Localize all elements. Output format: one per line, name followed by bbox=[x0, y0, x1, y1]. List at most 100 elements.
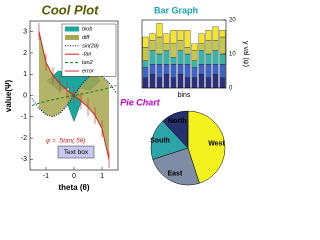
y-tick-label: 10 bbox=[229, 52, 236, 58]
chart-title: Bar Graph bbox=[154, 5, 198, 15]
text-box bbox=[57, 145, 95, 159]
bar-segment bbox=[205, 30, 212, 41]
diff-area bbox=[38, 31, 110, 160]
bar-segment bbox=[198, 43, 205, 51]
bar-segment bbox=[191, 50, 198, 61]
y-tick-label: 0 bbox=[23, 92, 27, 99]
bar-segment bbox=[177, 64, 184, 75]
y-axis-label: value(Ψ) bbox=[4, 80, 13, 113]
bar-segment bbox=[156, 23, 163, 38]
axes-box bbox=[141, 19, 227, 89]
bar-segment bbox=[212, 74, 219, 89]
series-line bbox=[31, 85, 117, 106]
bar-segment bbox=[184, 47, 191, 55]
annotation: Text box bbox=[64, 149, 89, 156]
x-tick-label: -1 bbox=[43, 173, 49, 180]
bar-segment bbox=[212, 50, 219, 65]
plot-area bbox=[142, 20, 226, 88]
bar-segment bbox=[156, 53, 163, 65]
bar-segment bbox=[149, 50, 156, 65]
legend-label: sin(2θ) bbox=[82, 43, 99, 49]
y-tick-label: 1 bbox=[23, 71, 27, 78]
legend-swatch bbox=[65, 26, 79, 32]
pie-slice bbox=[162, 110, 189, 149]
y-tick-label: -3 bbox=[21, 156, 27, 163]
bar-segment bbox=[198, 33, 205, 44]
x-tick-label: 0 bbox=[72, 173, 76, 180]
legend-swatch bbox=[65, 34, 79, 40]
bar-segment bbox=[142, 77, 149, 89]
bar-segment bbox=[142, 47, 149, 61]
bar-segment bbox=[163, 64, 170, 75]
figure: Cool Plot theta (θ) value(Ψ) Bar Graph b… bbox=[4, 2, 250, 193]
bar-segment bbox=[184, 30, 191, 48]
pie-slice bbox=[150, 120, 189, 160]
bar-segment bbox=[170, 77, 177, 89]
bar-segment bbox=[184, 53, 191, 65]
bar-segment bbox=[191, 60, 198, 68]
bar-segment bbox=[170, 30, 177, 44]
bar-segment bbox=[163, 50, 170, 65]
bar-segment bbox=[156, 64, 163, 78]
bar-segment bbox=[191, 77, 198, 89]
bar-segment bbox=[177, 40, 184, 51]
bar-segment bbox=[149, 74, 156, 89]
bar-segment bbox=[149, 64, 156, 75]
y-tick-label: -2 bbox=[21, 135, 27, 142]
x-tick-label: 1 bbox=[100, 173, 104, 180]
bar-segment bbox=[198, 74, 205, 89]
legend-label: diff bbox=[82, 35, 90, 41]
bar-segment bbox=[163, 43, 170, 51]
bar-segment bbox=[205, 64, 212, 78]
bar-segment bbox=[156, 36, 163, 55]
legend-label: blob bbox=[82, 26, 92, 32]
slice-label: West bbox=[208, 140, 225, 147]
legend-label: tan2 bbox=[82, 60, 93, 66]
bar-segment bbox=[170, 64, 177, 78]
bar-segment bbox=[198, 50, 205, 65]
bar-segment bbox=[177, 74, 184, 89]
slice-label: East bbox=[167, 171, 182, 178]
y-tick-label: 3 bbox=[23, 28, 27, 35]
bar-segment bbox=[219, 30, 226, 38]
y-tick-label: -1 bbox=[21, 114, 27, 121]
bar-segment bbox=[205, 77, 212, 89]
bar-segment bbox=[212, 40, 219, 51]
bar-segment bbox=[142, 67, 149, 78]
bar-segment bbox=[184, 64, 191, 78]
slice-label: South bbox=[150, 138, 170, 145]
bar-segment bbox=[219, 36, 226, 55]
pie-slice bbox=[187, 110, 226, 184]
bar-segment bbox=[212, 64, 219, 75]
legend-box bbox=[61, 23, 117, 77]
bar-segment bbox=[219, 77, 226, 89]
slice-label: North bbox=[168, 118, 187, 125]
y-axis-label: y val (ψ) bbox=[242, 41, 249, 67]
bar-segment bbox=[177, 50, 184, 65]
axes-box bbox=[29, 20, 119, 171]
x-axis-label: bins bbox=[178, 92, 191, 99]
bar-segment bbox=[163, 74, 170, 89]
bar-segment bbox=[212, 26, 219, 41]
bar-segment bbox=[177, 30, 184, 41]
y-tick-label: 0 bbox=[229, 86, 233, 92]
legend-label: error bbox=[82, 68, 95, 74]
bar-segment bbox=[205, 40, 212, 55]
bar-segment bbox=[142, 60, 149, 68]
annotation: φ = .5tan(.5θ) bbox=[46, 138, 85, 145]
bar-segment bbox=[149, 40, 156, 51]
bar-segment bbox=[170, 57, 177, 65]
bar-segment bbox=[142, 36, 149, 48]
bar-segment bbox=[198, 64, 205, 75]
y-tick-label: 2 bbox=[23, 50, 27, 57]
chart-title: Cool Plot bbox=[41, 2, 99, 17]
y-tick-label: 20 bbox=[229, 18, 236, 24]
x-axis-label: theta (θ) bbox=[59, 183, 90, 192]
bar-segment bbox=[191, 43, 198, 51]
bar-segment bbox=[205, 53, 212, 65]
bar-segment bbox=[170, 43, 177, 58]
chart-title: Pie Chart bbox=[120, 97, 161, 107]
bar-segment bbox=[191, 67, 198, 78]
bar-segment bbox=[219, 53, 226, 65]
legend-label: -tan bbox=[82, 52, 91, 58]
